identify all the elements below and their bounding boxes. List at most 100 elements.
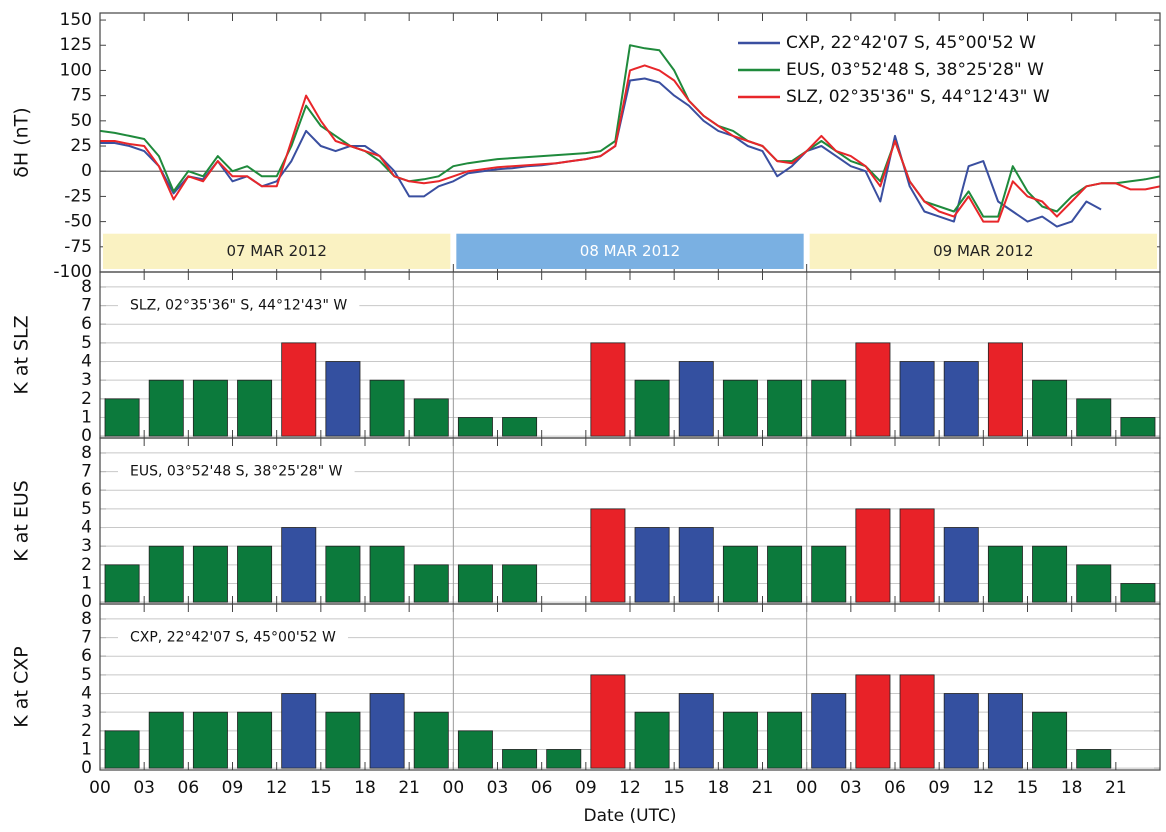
x-tick-label: 12	[266, 778, 288, 798]
annotation-bg	[118, 293, 360, 318]
bar	[1076, 398, 1112, 437]
bar	[1032, 545, 1068, 603]
y-tick-label: 5	[81, 333, 92, 353]
y-tick-label: 25	[70, 136, 92, 156]
y-tick-label: 6	[81, 314, 92, 334]
bar	[1076, 749, 1112, 769]
x-tick-label: 00	[89, 778, 111, 798]
bar	[237, 545, 273, 603]
bar	[943, 693, 979, 769]
bar	[811, 379, 847, 437]
y-tick-label: 4	[81, 684, 92, 704]
y-axis-label: δH (nT)	[11, 107, 33, 177]
bar	[590, 508, 626, 603]
y-tick-label: 75	[70, 86, 92, 106]
x-axis-label: Date (UTC)	[583, 806, 676, 826]
x-tick-label: 00	[443, 778, 465, 798]
x-tick-label: 12	[973, 778, 995, 798]
y-tick-label: 8	[81, 443, 92, 463]
bar	[678, 693, 714, 769]
y-tick-label: 2	[81, 389, 92, 409]
bar	[281, 527, 317, 603]
bar	[369, 693, 405, 769]
bar	[104, 398, 140, 437]
x-tick-label: 18	[354, 778, 376, 798]
bar	[502, 564, 538, 603]
bar	[369, 379, 405, 437]
plot-lines	[100, 44, 1160, 228]
bar	[457, 564, 493, 603]
x-tick-label: 15	[310, 778, 332, 798]
y-tick-label: 7	[81, 628, 92, 648]
y-tick-label: 1	[81, 739, 92, 759]
y-tick-label: 50	[70, 111, 92, 131]
annotation-bg	[118, 625, 348, 650]
bar	[899, 674, 935, 769]
bar	[148, 545, 184, 603]
bar	[104, 564, 140, 603]
x-tick-label: 12	[619, 778, 641, 798]
legend-label: CXP, 22°42'07 S, 45°00'52 W	[786, 33, 1036, 53]
y-axis-label: K at EUS	[11, 480, 33, 562]
y-tick-label: 0	[81, 426, 92, 446]
bar	[457, 417, 493, 437]
series-line	[100, 44, 1160, 218]
bar	[325, 361, 361, 437]
y-tick-label: 3	[81, 370, 92, 390]
x-tick-label: 03	[487, 778, 509, 798]
y-tick-label: 7	[81, 462, 92, 482]
y-tick-label: 2	[81, 721, 92, 741]
bar	[722, 711, 758, 769]
bar	[811, 693, 847, 769]
bar	[1032, 379, 1068, 437]
bar	[325, 545, 361, 603]
date-band	[456, 233, 804, 269]
y-tick-label: 0	[81, 592, 92, 612]
y-tick-label: 5	[81, 499, 92, 519]
bar	[590, 342, 626, 437]
bar	[855, 508, 891, 603]
date-band-label: 08 MAR 2012	[580, 242, 680, 260]
bar	[237, 379, 273, 437]
y-tick-label: 6	[81, 480, 92, 500]
bar	[634, 711, 670, 769]
bar	[767, 545, 803, 603]
x-tick-label: 09	[222, 778, 244, 798]
bar	[855, 342, 891, 437]
annotation-bg	[118, 459, 355, 484]
bar	[237, 711, 273, 769]
date-band-label: 09 MAR 2012	[933, 242, 1033, 260]
legend-label: EUS, 03°52'48 S, 38°25'28" W	[786, 60, 1044, 80]
x-tick-label: 15	[663, 778, 685, 798]
bar	[502, 417, 538, 437]
y-tick-label: 150	[60, 10, 92, 30]
bar	[943, 527, 979, 603]
y-tick-label: 8	[81, 277, 92, 297]
x-tick-label: 06	[884, 778, 906, 798]
y-tick-label: -75	[64, 237, 92, 257]
date-band	[103, 233, 451, 269]
y-tick-label: 100	[60, 60, 92, 80]
y-tick-label: 5	[81, 665, 92, 685]
bar	[1076, 564, 1112, 603]
x-tick-label: 21	[398, 778, 420, 798]
y-tick-label: 2	[81, 555, 92, 575]
bar	[943, 361, 979, 437]
bar	[281, 342, 317, 437]
bar	[855, 674, 891, 769]
y-tick-label: 1	[81, 407, 92, 427]
bar	[811, 545, 847, 603]
bar	[722, 379, 758, 437]
bar	[148, 379, 184, 437]
bar	[281, 693, 317, 769]
x-tick-label: 21	[752, 778, 774, 798]
annotation: CXP, 22°42'07 S, 45°00'52 W	[130, 630, 336, 646]
x-tick-label: 00	[796, 778, 818, 798]
bar	[1120, 417, 1156, 437]
bar	[369, 545, 405, 603]
x-tick-label: 18	[1061, 778, 1083, 798]
bar	[413, 711, 449, 769]
bar	[104, 730, 140, 769]
bar	[457, 730, 493, 769]
y-tick-label: -50	[64, 212, 92, 232]
